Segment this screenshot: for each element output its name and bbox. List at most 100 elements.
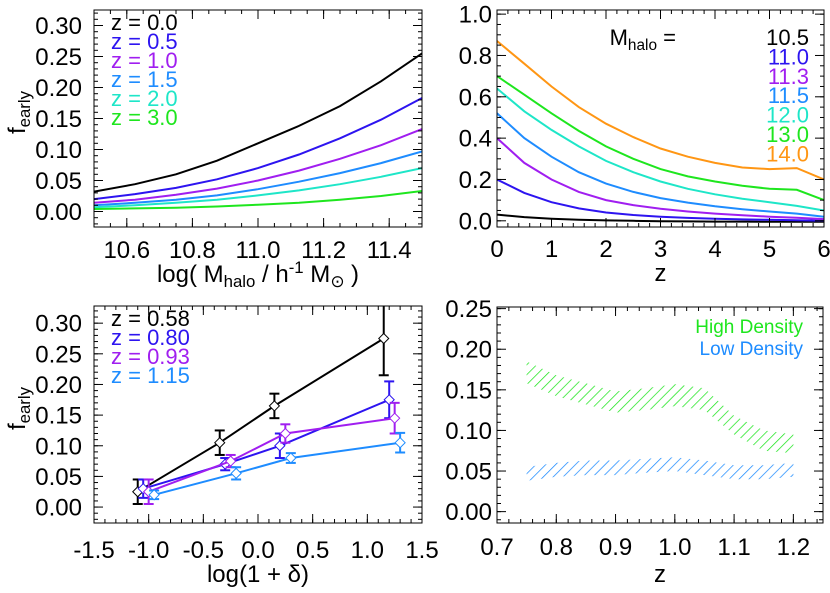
x-tick-label: 11.2 xyxy=(301,237,346,264)
label-part: = xyxy=(657,25,676,50)
x-tick-label: 1.1 xyxy=(717,534,750,561)
y-tick-label: 0.10 xyxy=(35,137,82,164)
series-line-11.5 xyxy=(497,112,824,218)
legend-entry: z = 3.0 xyxy=(111,105,178,130)
x-tick-label: 0.8 xyxy=(540,534,573,561)
series-line-z0.0 xyxy=(94,52,422,193)
y-tick-label: 0.15 xyxy=(35,403,82,430)
legend-entry: z = 0.58 xyxy=(111,306,190,331)
x-tick-label: 1.0 xyxy=(351,537,384,564)
x-tick-label: 6 xyxy=(817,236,830,263)
series-line xyxy=(153,441,401,496)
x-tick-label: 1 xyxy=(545,236,558,263)
label-part: f xyxy=(4,423,31,430)
diamond-marker xyxy=(388,412,401,424)
y-axis-label: fearly xyxy=(4,90,34,134)
legend-entry: 11.5 xyxy=(768,83,809,108)
series-line-z3.0 xyxy=(94,190,422,210)
diamond-marker xyxy=(224,455,237,467)
label-part: z xyxy=(654,561,666,588)
panel-1: 10.6 10.8 11.0 11.2 11.4 0.00 0.05 0.10 0.15 0.20… xyxy=(4,9,423,291)
x-tick-label: 10.8 xyxy=(169,237,216,264)
y-tick-label: 0.2 xyxy=(459,167,492,194)
x-tick-label: 0 xyxy=(490,236,503,263)
x-tick-label: 0.7 xyxy=(480,534,513,561)
x-tick-label: 1.5 xyxy=(405,537,438,564)
legend-entry: z = 1.0 xyxy=(111,48,178,73)
series-line xyxy=(137,337,385,493)
diamond-marker xyxy=(230,467,242,480)
series-line-z0.5 xyxy=(94,97,422,201)
y-tick-label: 0.20 xyxy=(35,372,82,399)
x-tick-label: -1.5 xyxy=(73,537,114,564)
legend-entry: 13.0 xyxy=(766,122,809,147)
y-tick-label: 0.15 xyxy=(35,106,82,133)
x-axis-label: log(1 + δ) xyxy=(207,561,309,588)
label-part: early xyxy=(15,90,34,127)
y-tick-label: 0.00 xyxy=(445,499,492,526)
legend-entry: z = 0.80 xyxy=(111,325,190,350)
x-axis-label: z xyxy=(655,260,667,287)
legend-entry: z = 1.15 xyxy=(111,363,190,388)
diamond-marker xyxy=(378,332,390,345)
panel-4: 0.7 0.8 0.9 1.0 1.1 1.2 0.00 0.05 0.10 0.15 0.20 0.… xyxy=(445,296,824,588)
plot-area xyxy=(526,361,794,481)
plot-area xyxy=(132,306,406,505)
plot-area xyxy=(94,52,422,210)
x-tick-label: 4 xyxy=(708,236,721,263)
label-part: z xyxy=(655,260,667,287)
legend-entry: Low Density xyxy=(700,339,804,360)
legend-entry: z = 0.93 xyxy=(111,344,190,369)
x-tick-label: -1.0 xyxy=(128,537,169,564)
legend-entry: 12.0 xyxy=(766,103,809,128)
label-part: f xyxy=(4,127,31,134)
x-tick-label: 3 xyxy=(654,236,667,263)
legend-title: Mhalo = xyxy=(610,25,676,54)
diamond-marker xyxy=(148,489,160,501)
label-part: halo xyxy=(224,272,256,291)
diamond-marker xyxy=(279,427,292,440)
plot-frame xyxy=(93,9,423,228)
y-tick-label: 0.25 xyxy=(35,341,82,368)
plot-area xyxy=(497,40,824,223)
series-line xyxy=(142,398,390,490)
y-tick-label: 0.05 xyxy=(35,464,82,491)
series-line-z1.0 xyxy=(94,128,422,204)
y-tick-label: 1.0 xyxy=(459,2,492,29)
diamond-marker xyxy=(214,436,226,449)
series-line-z1.5 xyxy=(94,150,422,207)
label-part: ⊙ xyxy=(330,272,344,291)
legend-entry: High Density xyxy=(695,317,803,338)
label-part: log( M xyxy=(157,261,224,288)
x-tick-label: 11.0 xyxy=(236,237,281,264)
y-tick-label: 0.20 xyxy=(445,337,492,364)
label-part: / h xyxy=(255,261,288,288)
y-tick-label: 0.20 xyxy=(35,75,82,102)
x-tick-label: 0.5 xyxy=(296,537,329,564)
plot-frame xyxy=(93,305,423,524)
legend-entry: 11.3 xyxy=(768,64,809,89)
series-line-13.0 xyxy=(497,75,824,202)
y-tick-label: 0.30 xyxy=(35,13,82,40)
y-tick-label: 0.15 xyxy=(445,377,492,404)
x-tick-label: 0.9 xyxy=(599,534,632,561)
legend-entry: z = 2.0 xyxy=(111,86,178,111)
plot-frame xyxy=(496,306,824,524)
legend-entry: 10.5 xyxy=(766,25,809,50)
legend-entry: z = 0.0 xyxy=(111,10,178,35)
y-tick-label: 0.10 xyxy=(445,418,492,445)
series-line-14.0 xyxy=(497,40,824,181)
x-tick-label: 2 xyxy=(599,236,612,263)
x-axis-label: log( Mhalo / h-1 M⊙ ) xyxy=(157,258,359,291)
plot-frame xyxy=(496,9,825,228)
legend-entry: z = 0.5 xyxy=(111,29,178,54)
y-tick-label: 0.25 xyxy=(445,296,492,323)
y-tick-label: 0.25 xyxy=(35,44,82,71)
label-part: M xyxy=(304,261,331,288)
label-part: M xyxy=(610,25,628,50)
series-line-11.3 xyxy=(497,137,824,221)
x-tick-label: 5 xyxy=(763,236,776,263)
y-tick-label: 0.4 xyxy=(459,126,492,153)
